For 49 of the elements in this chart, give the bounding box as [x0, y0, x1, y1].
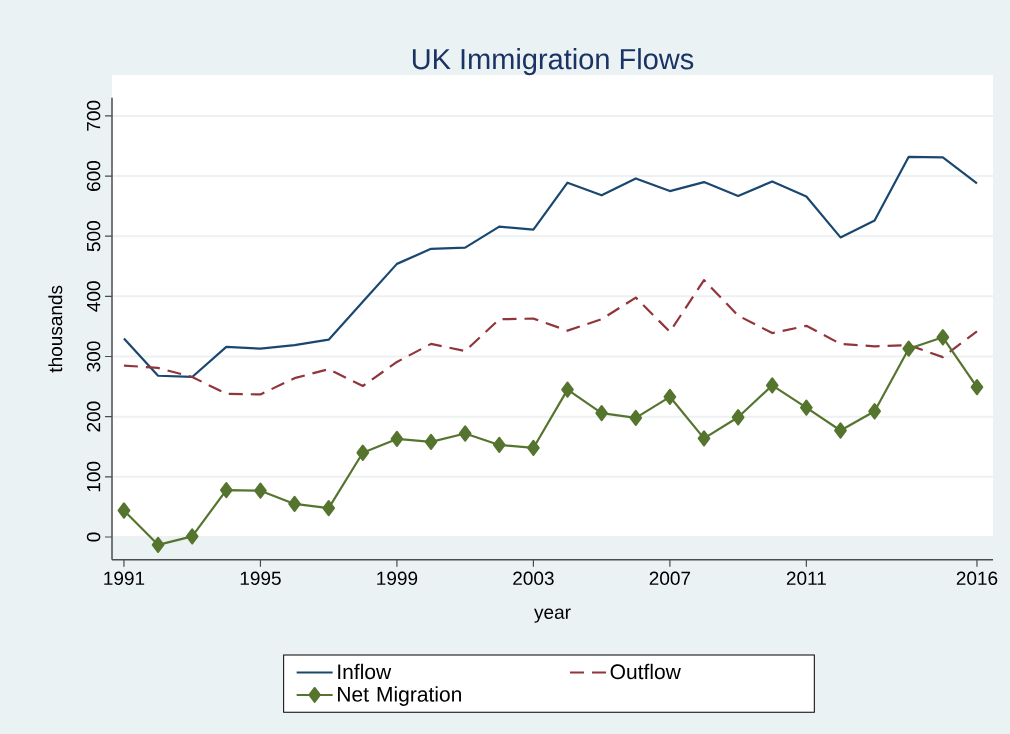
- y-tick-label: 100: [86, 461, 101, 492]
- y-tick-label: 500: [86, 221, 101, 252]
- y-tick-label: 0: [86, 532, 101, 542]
- y-axis-title: thousands: [48, 285, 63, 373]
- line-series: [122, 279, 979, 396]
- point: [288, 495, 301, 512]
- y-tick-label: 600: [86, 160, 101, 191]
- point: [970, 379, 984, 396]
- point: [936, 329, 950, 346]
- point: [629, 409, 643, 426]
- x-tick-label: 2016: [956, 571, 998, 586]
- point: [151, 536, 165, 553]
- point: [697, 430, 711, 447]
- point: [356, 444, 370, 461]
- point: [185, 528, 199, 545]
- point: [731, 409, 745, 426]
- y-tick-label: 400: [86, 281, 101, 312]
- point: [117, 502, 131, 519]
- point: [424, 433, 438, 451]
- x-tick-label: 1995: [240, 571, 281, 586]
- point: [322, 500, 336, 517]
- point: [834, 422, 847, 439]
- point: [902, 340, 916, 357]
- x-tick-label: 2011: [786, 571, 826, 586]
- point: [527, 439, 540, 457]
- y-tick-label: 300: [86, 341, 101, 372]
- point: [492, 436, 506, 454]
- y-tick-label: 700: [86, 100, 101, 131]
- point: [561, 381, 574, 398]
- chart-title: UK Immigration Flows: [412, 48, 694, 76]
- x-tick-label: 1991: [104, 571, 145, 586]
- point: [765, 377, 779, 394]
- legend-label: Net Migration: [338, 686, 461, 706]
- legend-label: Outflow: [610, 663, 681, 680]
- legend-label: Inflow: [338, 663, 392, 680]
- point: [458, 425, 472, 442]
- line-series: [122, 155, 979, 379]
- point: [254, 482, 267, 499]
- x-tick-label: 2003: [513, 571, 554, 586]
- point: [800, 399, 813, 416]
- y-tick-label: 200: [86, 401, 101, 432]
- x-tick-label: 1999: [377, 571, 418, 586]
- x-axis-title: year: [534, 608, 571, 623]
- x-tick-label: 2007: [649, 571, 691, 586]
- point: [868, 403, 881, 420]
- point: [390, 430, 404, 448]
- point: [595, 404, 608, 422]
- point: [663, 388, 677, 405]
- point: [219, 481, 233, 499]
